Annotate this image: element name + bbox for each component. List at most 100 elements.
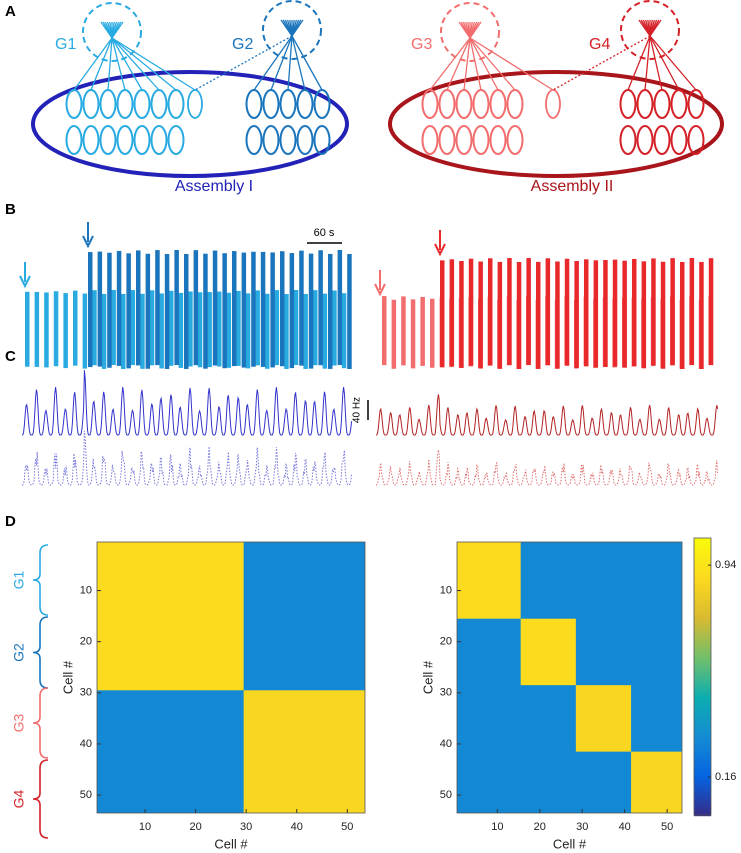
burst xyxy=(207,292,212,368)
colorbar-step xyxy=(694,656,711,659)
colorbar-step xyxy=(694,628,711,631)
burst xyxy=(478,261,483,369)
axon xyxy=(111,37,126,91)
burst xyxy=(121,293,126,369)
cell xyxy=(99,125,117,155)
cell xyxy=(245,89,263,119)
burst xyxy=(612,259,618,367)
colorbar-step xyxy=(694,784,711,787)
colorbar-step xyxy=(694,634,711,637)
burst xyxy=(184,253,189,369)
x-tick-label: 10 xyxy=(139,821,151,833)
fan xyxy=(111,21,124,39)
colorbar-step xyxy=(694,644,711,647)
burst xyxy=(188,291,193,367)
colorbar-step xyxy=(694,670,711,673)
colorbar-step xyxy=(694,558,711,561)
burst xyxy=(251,251,256,367)
cell xyxy=(133,89,151,119)
axon xyxy=(552,35,651,91)
cell xyxy=(545,89,561,119)
colorbar-step xyxy=(694,672,711,675)
axon xyxy=(90,37,113,91)
colorbar-step xyxy=(694,806,711,809)
colorbar-step xyxy=(694,730,711,733)
cell xyxy=(636,89,654,119)
burst xyxy=(270,252,275,368)
panel-label: A xyxy=(5,3,16,20)
colorbar-step xyxy=(694,686,711,689)
cell xyxy=(262,125,280,155)
y-tick-label: 40 xyxy=(80,738,92,750)
group-circle xyxy=(620,0,680,60)
colorbar-step xyxy=(694,544,711,547)
colorbar-step xyxy=(694,780,711,783)
y-tick-label: 30 xyxy=(80,687,92,699)
burst xyxy=(332,290,337,366)
panel-label: C xyxy=(5,348,16,365)
burst xyxy=(212,250,218,366)
fan xyxy=(469,21,482,39)
cell xyxy=(472,89,490,119)
burst xyxy=(101,293,107,369)
burst xyxy=(651,258,656,366)
colorbar-step xyxy=(694,674,711,677)
burst xyxy=(341,293,347,369)
colorbar-step xyxy=(694,734,711,737)
burst xyxy=(488,258,493,366)
heatmap-block xyxy=(631,751,682,813)
colorbar-step xyxy=(694,744,711,747)
burst xyxy=(260,251,266,367)
cell xyxy=(313,125,331,155)
burst xyxy=(603,260,608,368)
colorbar-step xyxy=(694,540,711,543)
colorbar-step xyxy=(694,580,711,583)
colorbar-step xyxy=(694,694,711,697)
burst xyxy=(468,258,474,366)
colorbar-step xyxy=(694,548,711,551)
colorbar-step xyxy=(694,766,711,769)
arrow-head xyxy=(434,243,446,257)
burst xyxy=(44,292,49,368)
colorbar-step xyxy=(694,756,711,759)
axon xyxy=(469,37,554,91)
burst xyxy=(236,290,241,366)
burst xyxy=(130,290,136,366)
assembly-ellipse xyxy=(388,70,724,178)
burst xyxy=(293,290,299,366)
rate-trace xyxy=(21,430,353,486)
cell xyxy=(65,125,83,155)
rate-trace xyxy=(375,394,719,436)
cell xyxy=(150,125,168,155)
colorbar-step xyxy=(694,664,711,667)
colorbar-step xyxy=(694,676,711,679)
cell xyxy=(489,125,507,155)
axon xyxy=(194,35,293,91)
colorbar-step xyxy=(694,600,711,603)
burst xyxy=(574,260,579,368)
colorbar-step xyxy=(694,698,711,701)
burst xyxy=(299,250,304,366)
rate-trace xyxy=(375,449,719,486)
assembly-label: Assembly I xyxy=(175,178,253,195)
colorbar-step xyxy=(694,796,711,799)
x-tick-label: 40 xyxy=(291,821,303,833)
colorbar-step xyxy=(694,680,711,683)
burst xyxy=(140,293,145,369)
cell xyxy=(506,89,524,119)
burst xyxy=(73,290,78,366)
colorbar-step xyxy=(694,764,711,767)
colorbar-step xyxy=(694,778,711,781)
axon xyxy=(649,35,663,91)
burst xyxy=(420,296,425,366)
burst xyxy=(226,292,232,368)
cell xyxy=(619,89,637,119)
colorbar-step xyxy=(694,792,711,795)
axon xyxy=(469,37,482,91)
y-tick-label: 20 xyxy=(440,636,452,648)
group-label: G2 xyxy=(11,643,27,662)
colorbar-step xyxy=(694,758,711,761)
burst xyxy=(303,293,308,369)
fan xyxy=(649,19,662,37)
heatmap-block xyxy=(243,690,365,813)
